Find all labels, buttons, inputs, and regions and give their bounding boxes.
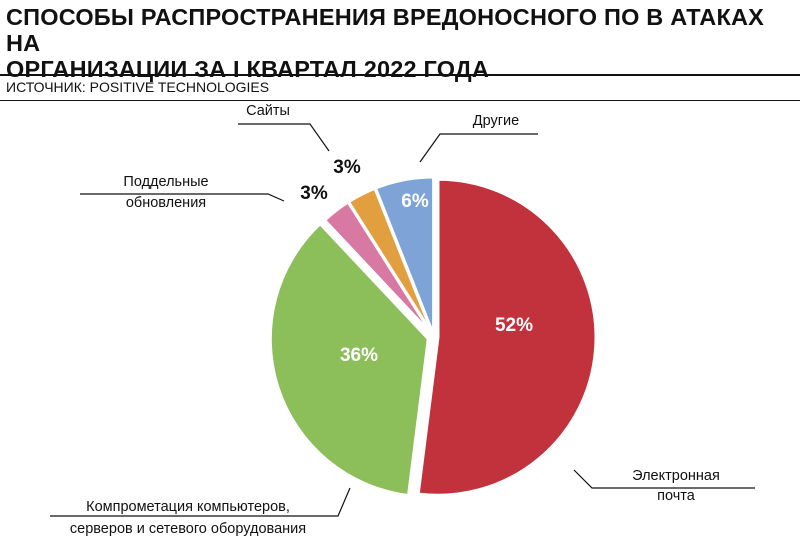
chart-title: СПОСОБЫ РАСПРОСТРАНЕНИЯ ВРЕДОНОСНОГО ПО … [6,4,796,82]
pie-slice-compromise [268,222,430,498]
leader-line-compromise [50,487,351,517]
category-label-compromise-line1: Компрометация компьютеров, [86,499,290,515]
leader-line-other [419,133,538,163]
category-label-email-line2: почта [657,488,696,504]
category-label-other-line1: Другие [473,113,519,129]
title-divider [0,74,800,76]
category-labels: Электронная почта Компрометация компьютеро… [70,103,720,537]
leader-line-email [573,469,755,489]
percent-labels: 52% 36% 3%3% 6% [300,157,533,366]
source-note: ИСТОЧНИК: POSITIVE TECHNOLOGIES [6,79,270,95]
leader-line-updates [80,193,285,202]
category-label-compromise-line2: серверов и сетевого оборудования [70,521,306,537]
pie-slice-email [416,177,598,497]
leader-line-sites [238,123,330,152]
pie-slice-other [373,175,436,337]
category-label-updates-line1: Поддельные [123,174,208,190]
leader-lines [50,123,755,517]
percent-label-sites: 3% [333,157,361,178]
percent-label-updates: 3% [300,183,328,204]
percent-label-other: 6% [401,191,429,212]
category-label-updates-line2: обновления [126,195,206,211]
chart-title-line2: ОРГАНИЗАЦИИ ЗА I КВАРТАЛ 2022 ГОДА [6,56,490,82]
chart-title-line1: СПОСОБЫ РАСПРОСТРАНЕНИЯ ВРЕДОНОСНОГО ПО … [6,4,765,56]
percent-label-email: 52% [495,315,533,336]
category-label-email-line1: Электронная [632,468,720,484]
category-label-sites-line1: Сайты [246,103,290,119]
pie-slices [268,175,598,498]
percent-label-compromise: 36% [340,345,378,366]
source-divider [0,100,800,101]
